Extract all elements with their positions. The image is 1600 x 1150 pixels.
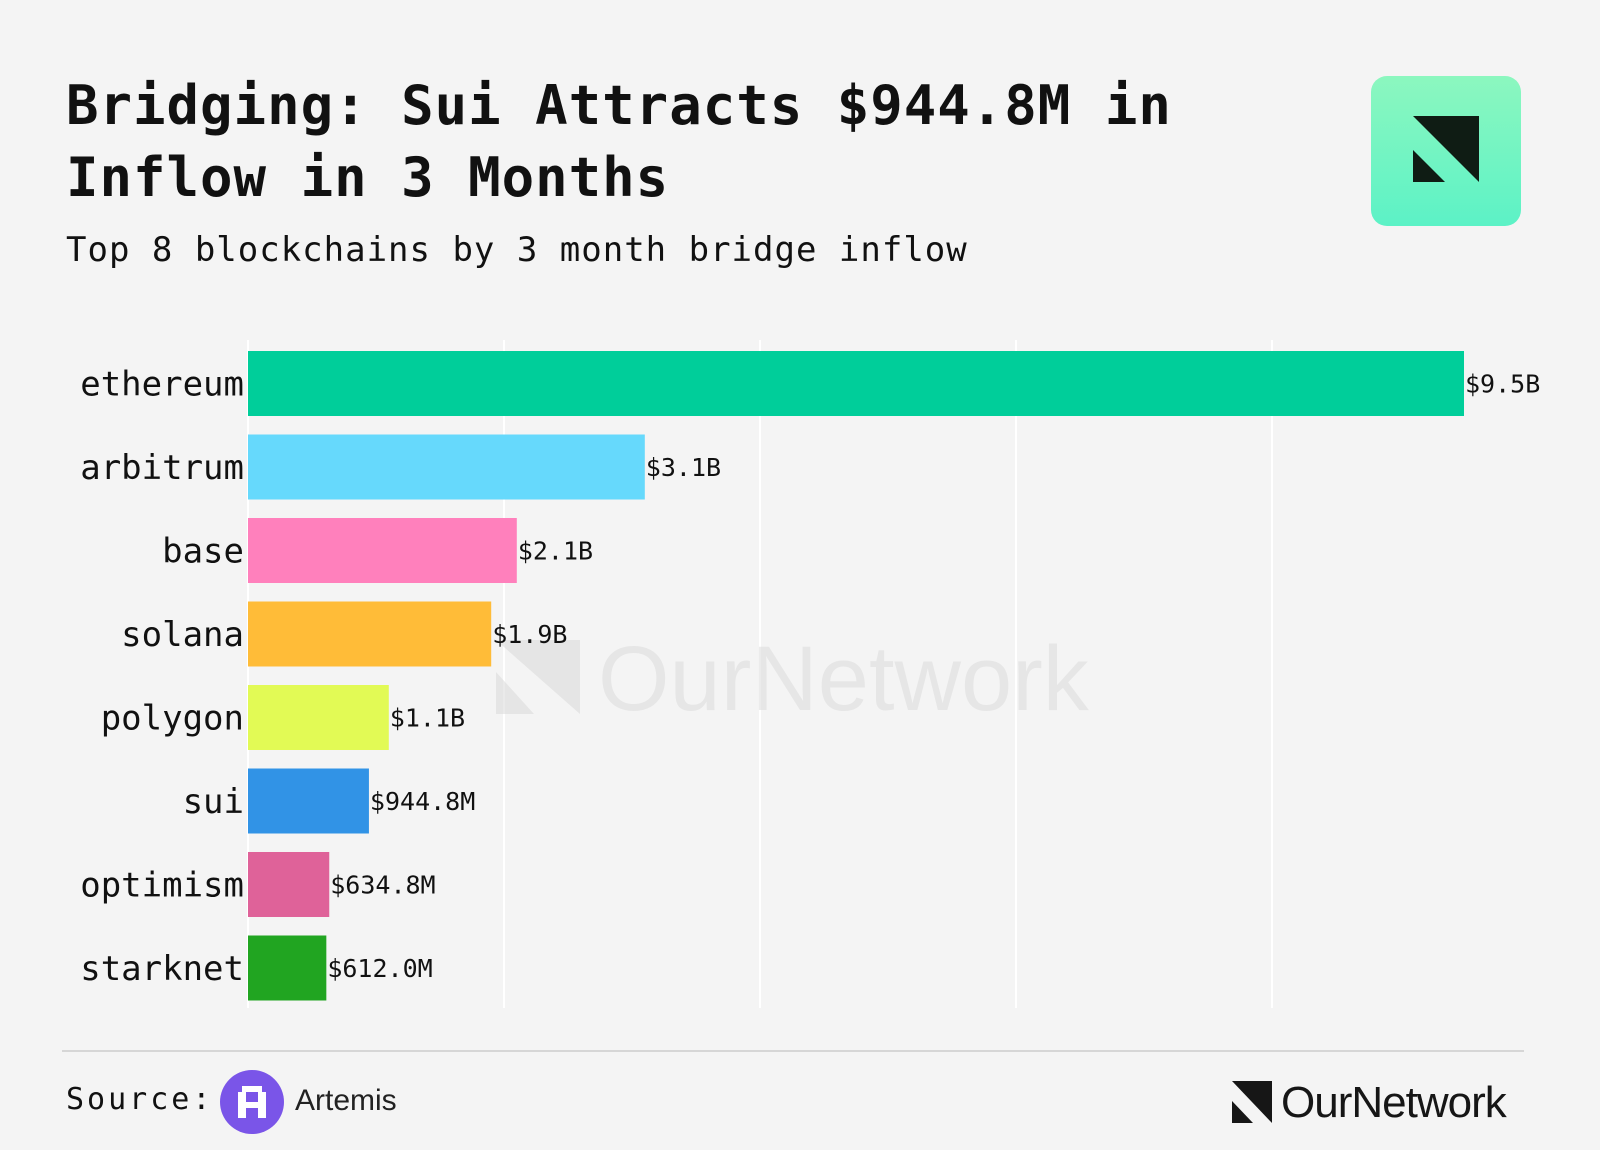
chart-title: Bridging: Sui Attracts $944.8M in Inflow…: [66, 74, 1172, 209]
category-label-starknet: starknet: [80, 949, 244, 989]
watermark-text: OurNetwork: [598, 628, 1090, 730]
data-label-starknet: $612.0M: [327, 954, 432, 983]
bar-sui: [248, 768, 369, 834]
bar-optimism: [248, 852, 330, 917]
data-label-optimism: $634.8M: [330, 871, 435, 900]
bar-chart: OurNetwork ethereum $9.5B arbitrum $3.1B base…: [0, 330, 1600, 1020]
watermark: OurNetwork: [496, 628, 1090, 730]
bar-ethereum: [248, 351, 1464, 416]
data-label-polygon: $1.1B: [390, 704, 465, 733]
bar-polygon: [248, 685, 389, 750]
ournetwork-logo-tile: [1371, 76, 1521, 226]
artemis-logo-icon: [220, 1070, 284, 1134]
data-label-sui: $944.8M: [370, 787, 475, 816]
category-label-polygon: polygon: [101, 699, 244, 739]
ournetwork-mark-icon: [1413, 116, 1479, 182]
category-label-arbitrum: arbitrum: [80, 448, 244, 488]
bar-solana: [248, 601, 492, 667]
chart-subtitle: Top 8 blockchains by 3 month bridge infl…: [66, 230, 968, 270]
bar-arbitrum: [248, 434, 645, 500]
source-name: Artemis: [295, 1084, 397, 1117]
watermark-mark-icon: [496, 640, 580, 714]
category-label-sui: sui: [183, 782, 244, 822]
category-label-base: base: [162, 532, 244, 572]
bar-starknet: [248, 935, 327, 1001]
category-label-optimism: optimism: [80, 866, 244, 906]
chart-canvas: OurNetwork ethereum $9.5B arbitrum $3.1B base…: [80, 340, 1540, 1008]
category-label-solana: solana: [121, 615, 244, 655]
data-label-arbitrum: $3.1B: [646, 453, 721, 482]
data-label-solana: $1.9B: [492, 620, 567, 649]
ournetwork-mark-icon: [1232, 1081, 1272, 1123]
bar-base: [248, 518, 517, 583]
data-label-ethereum: $9.5B: [1465, 370, 1540, 399]
source-label: Source:: [66, 1082, 214, 1117]
category-label-ethereum: ethereum: [80, 365, 244, 405]
footer-divider: [62, 1050, 1524, 1052]
watermark-mark-icon: [496, 672, 534, 714]
data-label-base: $2.1B: [518, 537, 593, 566]
footer-brand-name: OurNetwork: [1281, 1078, 1507, 1127]
